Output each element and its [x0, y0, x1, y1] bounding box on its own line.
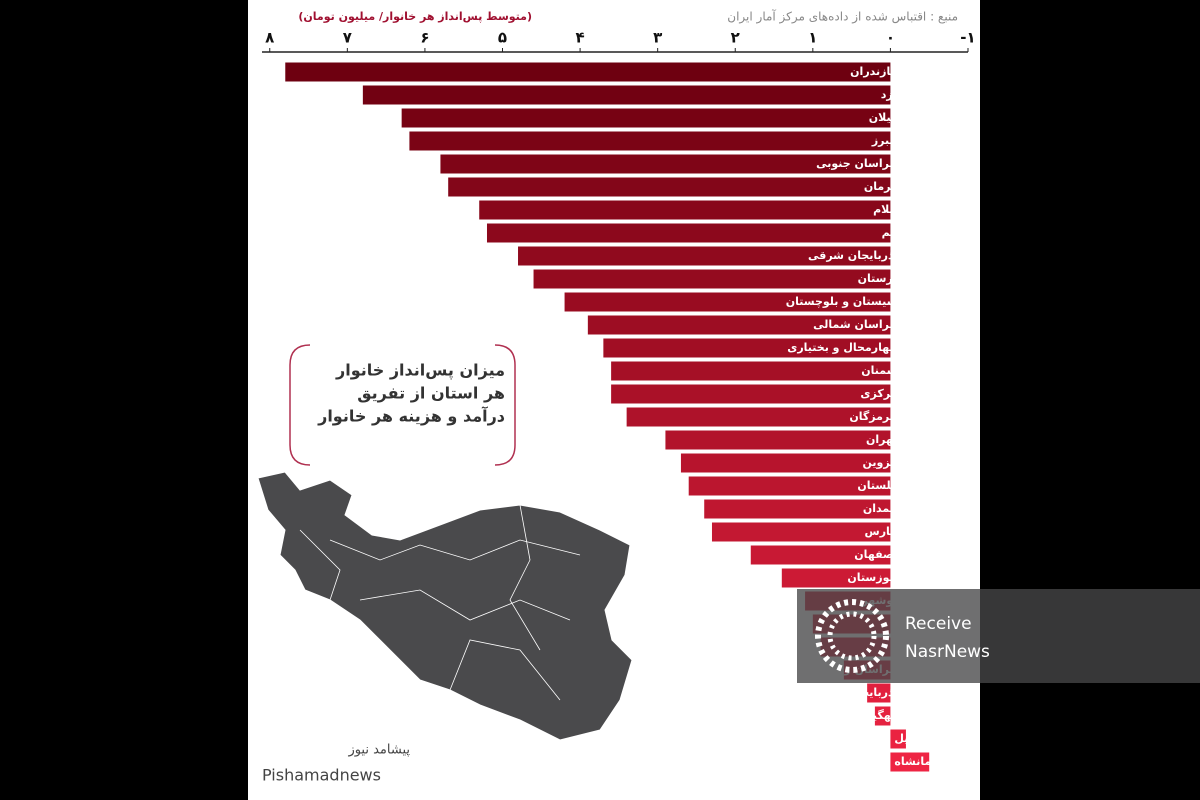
category-label: البرز [871, 134, 898, 147]
x-tick-label: ۸ [265, 29, 274, 47]
bar [448, 177, 891, 197]
category-label: قم [882, 226, 898, 239]
category-label: خراسان شمالی [813, 318, 897, 331]
category-label: همدان [863, 502, 898, 515]
bars: مازندران یزد گیلان البرز خراسان جنوبی کرمان ای… [285, 62, 945, 772]
bar [587, 315, 891, 335]
category-label: آذربایجان شرقی [808, 248, 898, 262]
title-line: هر استان از تفریق [357, 384, 505, 403]
bar [486, 223, 891, 243]
bar [680, 453, 891, 473]
bar [626, 407, 891, 427]
bar [890, 729, 906, 749]
brand-persian: پیشامد نیوز [347, 743, 410, 758]
category-label: تهران [866, 433, 897, 446]
x-tick-label: ۶ [420, 29, 429, 47]
bar [688, 476, 891, 496]
bar [518, 246, 891, 266]
category-label: لرستان [858, 272, 898, 285]
bar [890, 752, 930, 772]
category-label: مازندران [850, 65, 897, 78]
bar [704, 499, 891, 519]
map-borders [299, 504, 581, 701]
x-tick-label: ۷ [343, 29, 352, 47]
category-label: خراسان جنوبی [816, 157, 897, 170]
category-label: قزوین [862, 456, 897, 469]
category-label: سیستان و بلوچستان [786, 295, 898, 308]
bar [874, 706, 891, 726]
category-label: ایلام [873, 203, 897, 216]
category-label: کرمان [864, 180, 898, 193]
title-line: درآمد و هزینه هر خانوار [317, 406, 505, 426]
category-label: کرمانشاه [894, 755, 945, 768]
title-line: میزان پس‌انداز خانوار [335, 361, 505, 381]
brand-latin: Pishamadnews [262, 766, 381, 785]
category-label: اردبیل [894, 732, 928, 745]
category-label: چهارمحال و بختیاری [787, 341, 897, 354]
x-tick-label: -۱ [960, 29, 975, 47]
x-tick-label: ۲ [731, 29, 740, 47]
bar [603, 338, 891, 358]
category-label: فارس [865, 525, 898, 538]
x-tick-label: ۰ [886, 29, 895, 47]
watermark-text: Receive [905, 614, 972, 634]
bar [533, 269, 891, 289]
category-label: گیلان [869, 111, 898, 124]
bar [781, 568, 891, 588]
bar [479, 200, 891, 220]
category-label: سمنان [861, 364, 897, 377]
category-label: آذربایجان غربی [814, 685, 897, 699]
watermark-logo [815, 599, 889, 673]
bar [285, 62, 891, 82]
source: منبع : اقتباس شده از داده‌های مرکز آمار … [727, 9, 958, 25]
bar [711, 522, 891, 542]
watermark-text: NasrNews [905, 642, 990, 662]
bar [867, 683, 891, 703]
category-label: هرمزگان [849, 410, 897, 423]
x-axis-label: (متوسط پس‌انداز هر خانوار/ میلیون تومان) [298, 10, 532, 23]
category-label: خوزستان [847, 571, 897, 584]
bar [409, 131, 891, 151]
bar [564, 292, 891, 312]
category-label: اصفهان [854, 548, 897, 561]
x-tick-label: ۱ [808, 29, 817, 47]
category-label: یزد [881, 88, 898, 101]
bar [611, 361, 891, 381]
x-tick-label: ۵ [498, 29, 507, 47]
bar [750, 545, 891, 565]
category-label: گلستان [857, 479, 898, 492]
category-label: کهگیلویه و بویراحمد [789, 709, 898, 722]
bar [401, 108, 891, 128]
title-frame [289, 344, 516, 466]
bar [362, 85, 891, 105]
category-label: مرکزی [860, 387, 897, 400]
bar [611, 384, 891, 404]
bar [665, 430, 891, 450]
x-tick-label: ۳ [653, 29, 662, 47]
bar [440, 154, 891, 174]
watermark-band [797, 589, 1200, 683]
x-tick-label: ۴ [576, 29, 585, 47]
